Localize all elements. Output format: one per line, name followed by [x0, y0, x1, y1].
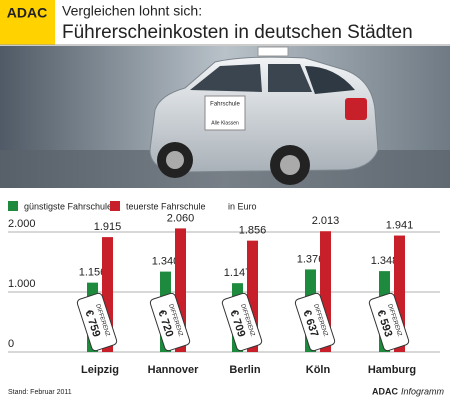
- value-label: 2.060: [167, 212, 195, 224]
- bar: [175, 228, 186, 352]
- car-rear-window: [305, 66, 355, 94]
- logo: ADAC: [7, 5, 47, 21]
- logo-box: [0, 0, 55, 45]
- difference-badge: DIFFERENZ€ 759: [76, 292, 118, 352]
- title-line2: Führerscheinkosten in deutschen Städten: [62, 22, 413, 43]
- y-tick-label: 0: [8, 338, 14, 350]
- badge-box: [368, 292, 410, 352]
- difference-badge: DIFFERENZ€ 720: [149, 292, 191, 352]
- value-label: 1.915: [94, 221, 122, 233]
- front-rim: [166, 151, 184, 169]
- door-sign-text: Alle Klassen: [211, 120, 239, 126]
- badge-box: [294, 292, 336, 352]
- y-tick-label: 1.000: [8, 278, 36, 290]
- value-label: 2.013: [312, 215, 340, 227]
- x-tick-label: Leipzig: [81, 364, 119, 376]
- car-windows: [190, 64, 312, 92]
- value-label: 1.147: [224, 267, 252, 279]
- door-sign-text: Fahrschule: [210, 102, 240, 108]
- footer-brand: ADAC: [372, 386, 398, 396]
- tail-light: [345, 98, 367, 120]
- legend-swatch: [110, 201, 120, 211]
- x-tick-label: Köln: [306, 364, 331, 376]
- footer-brand-suffix: Infogramm: [401, 386, 445, 396]
- difference-badge: DIFFERENZ€ 593: [368, 292, 410, 352]
- x-tick-label: Berlin: [229, 364, 260, 376]
- bar: [320, 231, 331, 352]
- bar: [247, 240, 258, 352]
- value-label: 1.941: [386, 219, 414, 231]
- legend-swatch: [8, 201, 18, 211]
- value-label: 1.856: [239, 225, 267, 237]
- title-line1: Vergleichen lohnt sich:: [62, 3, 202, 19]
- difference-badge: DIFFERENZ€ 709: [221, 292, 263, 352]
- difference-badge: DIFFERENZ€ 637: [294, 292, 336, 352]
- photo: Fahrschule Alle Klassen: [0, 46, 450, 188]
- rear-rim: [280, 155, 300, 175]
- unit-note: in Euro: [228, 201, 257, 211]
- legend-label: teuerste Fahrschule: [126, 201, 206, 211]
- badge-box: [221, 292, 263, 352]
- badge-box: [76, 292, 118, 352]
- y-tick-label: 2.000: [8, 218, 36, 230]
- door-sign: [204, 95, 246, 131]
- value-label: 1.376: [297, 253, 325, 265]
- bar: [102, 237, 113, 352]
- value-label: 1.156: [79, 267, 107, 279]
- roof-sign: [257, 46, 289, 57]
- bar: [394, 235, 405, 352]
- legend-label: günstigste Fahrschule: [24, 201, 112, 211]
- x-tick-label: Hamburg: [368, 364, 416, 376]
- value-label: 1.340: [152, 256, 180, 268]
- footer-stand: Stand: Februar 2011: [8, 389, 72, 396]
- value-label: 1.348: [371, 255, 399, 267]
- x-tick-label: Hannover: [148, 364, 199, 376]
- badge-box: [149, 292, 191, 352]
